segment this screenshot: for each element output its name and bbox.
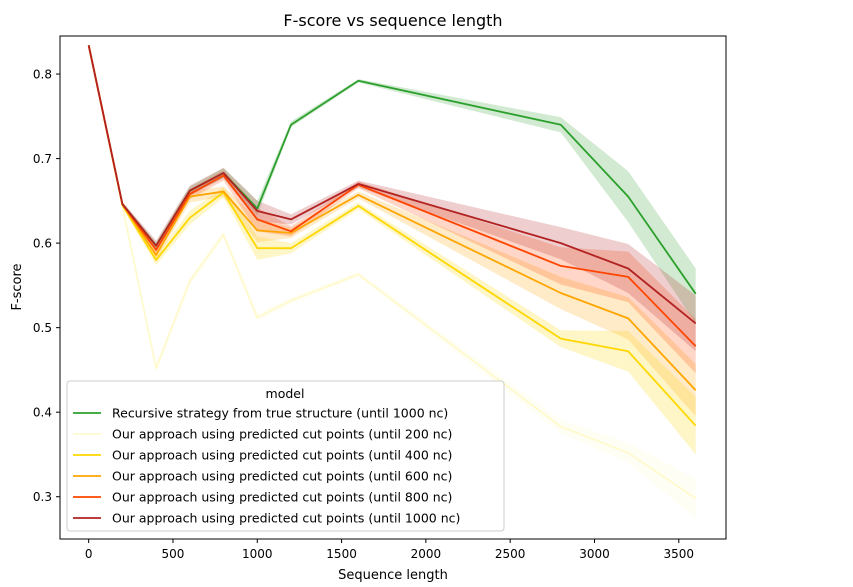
x-tick-label: 1500 <box>326 547 357 561</box>
series-line-6 <box>87 45 697 325</box>
y-tick-label: 0.3 <box>33 490 52 504</box>
x-tick-label: 3000 <box>579 547 610 561</box>
legend-label: Our approach using predicted cut points … <box>112 511 460 526</box>
x-tick-label: 2500 <box>495 547 526 561</box>
legend-title: model <box>266 386 305 401</box>
y-tick-label: 0.5 <box>33 321 52 335</box>
series-line-5 <box>87 45 697 347</box>
legend-label: Recursive strategy from true structure (… <box>112 406 448 421</box>
legend-entries: Recursive strategy from true structure (… <box>73 406 460 526</box>
y-axis-ticks: 0.3 0.4 0.5 0.6 0.7 0.8 <box>33 68 60 504</box>
x-tick-label: 2000 <box>411 547 442 561</box>
legend-box <box>66 380 505 532</box>
x-axis-ticks: 0 500 1000 1500 2000 2500 3000 3500 <box>85 539 694 561</box>
series-line-2 <box>87 45 697 500</box>
x-axis-title: Sequence length <box>338 568 448 583</box>
legend-entry-3: Our approach using predicted cut points … <box>73 448 452 463</box>
legend: model Recursive strategy from true struc… <box>66 380 505 532</box>
legend-entry-2: Our approach using predicted cut points … <box>73 427 452 442</box>
y-tick-label: 0.8 <box>33 68 52 82</box>
series-lines <box>87 45 697 500</box>
y-tick-label: 0.6 <box>33 237 52 251</box>
series-line-4 <box>87 45 697 391</box>
legend-label: Our approach using predicted cut points … <box>112 448 452 463</box>
legend-label: Our approach using predicted cut points … <box>112 469 452 484</box>
y-tick-label: 0.7 <box>33 152 52 166</box>
x-tick-label: 3500 <box>664 547 695 561</box>
legend-entry-6: Our approach using predicted cut points … <box>73 511 460 526</box>
plot-frame <box>59 35 727 540</box>
legend-entry-4: Our approach using predicted cut points … <box>73 469 452 484</box>
legend-label: Our approach using predicted cut points … <box>112 490 452 505</box>
y-tick-label: 0.4 <box>33 406 52 420</box>
series-line-3 <box>87 45 697 427</box>
x-tick-label: 0 <box>85 547 93 561</box>
legend-entry-5: Our approach using predicted cut points … <box>73 490 452 505</box>
chart-title: F-score vs sequence length <box>283 11 502 30</box>
legend-entry-1: Recursive strategy from true structure (… <box>73 406 448 421</box>
x-tick-label: 500 <box>162 547 185 561</box>
legend-label: Our approach using predicted cut points … <box>112 427 452 442</box>
x-tick-label: 1000 <box>242 547 273 561</box>
confidence-band-1 <box>88 45 696 324</box>
y-axis-title: F-score <box>10 263 25 310</box>
